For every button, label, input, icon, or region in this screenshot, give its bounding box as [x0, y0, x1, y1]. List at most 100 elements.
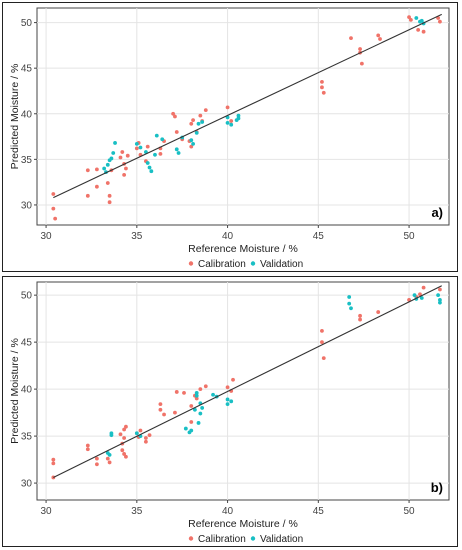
calibration-point [118, 155, 123, 160]
y-tick-label: 50 [21, 18, 33, 29]
calibration-point [94, 184, 99, 189]
panel-label: b) [431, 480, 443, 495]
chart-panel-b: 30 35 40 45 50 30 35 40 45 50 Reference Moisture /… [2, 276, 458, 547]
y-tick-label: 50 [21, 291, 33, 302]
validation-point [419, 18, 424, 23]
calibration-point [378, 37, 382, 41]
validation-point [438, 300, 442, 305]
validation-point [147, 165, 152, 170]
calibration-point [120, 448, 125, 453]
calibration-point [174, 390, 179, 394]
calibration-point [85, 447, 90, 452]
x-tick-label: 40 [222, 231, 234, 242]
validation-point [225, 397, 230, 402]
calibration-point [376, 33, 381, 38]
calibration-point [320, 79, 324, 84]
validation-point [196, 421, 201, 425]
calibration-point [320, 85, 324, 90]
validation-point [189, 428, 194, 433]
calibration-point [94, 462, 99, 467]
validation-point [349, 306, 353, 311]
calibration-point [231, 377, 235, 382]
calibration-point [107, 193, 112, 198]
calibration-point [321, 90, 326, 95]
calibration-point [85, 443, 90, 448]
calibration-point [162, 412, 166, 417]
validation-point [134, 431, 139, 436]
calibration-point [358, 313, 362, 318]
validation-point [109, 156, 114, 161]
y-tick-label: 35 [21, 155, 33, 166]
validation-point [229, 399, 234, 404]
validation-point [347, 295, 352, 299]
legend-validation-label: Validation [260, 534, 303, 545]
calibration-point [51, 206, 56, 211]
validation-point [196, 121, 201, 126]
calibration-point [408, 17, 413, 22]
x-tick-label: 35 [131, 506, 143, 517]
calibration-point [125, 153, 130, 158]
calibration-point [189, 420, 194, 424]
calibration-point [418, 292, 422, 297]
calibration-point [173, 410, 177, 415]
plot-area [36, 7, 450, 226]
calibration-point [189, 404, 194, 408]
regression-line [53, 13, 442, 199]
validation-point [174, 147, 179, 152]
calibration-point [105, 181, 110, 185]
validation-point [149, 169, 154, 174]
calibration-point [51, 461, 56, 466]
calibration-point [320, 340, 324, 345]
calibration-point [421, 285, 426, 290]
panel-label: a) [431, 205, 443, 220]
calibration-point [51, 457, 56, 462]
validation-point [176, 151, 181, 155]
x-tick-label: 45 [313, 231, 325, 242]
legend-validation-marker [250, 261, 256, 266]
validation-point [109, 431, 114, 436]
calibration-point [358, 317, 362, 322]
chart-panel-a: 30 35 40 45 50 30 35 40 45 50 Reference Moisture /… [2, 2, 458, 272]
x-tick-label: 35 [131, 231, 143, 242]
calibration-point [203, 384, 208, 389]
calibration-point [358, 47, 362, 51]
legend-validation-label: Validation [260, 259, 303, 270]
x-tick-label: 40 [222, 506, 234, 517]
y-tick-label: 40 [21, 109, 33, 120]
calibration-point [118, 432, 123, 437]
calibration-point [145, 144, 150, 149]
x-axis-label: Reference Moisture / % [188, 518, 298, 530]
validation-point [412, 293, 417, 298]
legend-calibration-marker [188, 261, 194, 266]
calibration-point [143, 439, 148, 444]
validation-point [191, 141, 195, 146]
calibration-point [53, 216, 58, 221]
validation-point [200, 406, 205, 410]
calibration-point [229, 119, 234, 123]
calibration-point [407, 15, 411, 20]
validation-point [347, 301, 352, 306]
validation-point [436, 293, 441, 298]
calibration-point [124, 454, 128, 459]
x-tick-label: 30 [41, 231, 53, 242]
validation-point [153, 152, 157, 157]
validation-point [189, 138, 194, 143]
scatter-plot-a: 30 35 40 45 50 30 35 40 45 50 Reference Moisture /… [9, 7, 450, 270]
validation-point [102, 166, 107, 171]
validation-point [419, 296, 424, 300]
validation-point [414, 16, 419, 20]
plot-area [36, 281, 450, 501]
calibration-point [122, 172, 127, 177]
validation-point [229, 122, 234, 127]
calibration-point [321, 356, 326, 361]
calibration-point [421, 29, 426, 34]
calibration-point [174, 130, 179, 134]
calibration-point [85, 193, 90, 198]
calibration-point [158, 407, 163, 412]
calibration-point [134, 146, 139, 151]
validation-point [194, 131, 199, 135]
calibration-point [158, 151, 163, 156]
series-calibration [51, 15, 442, 221]
x-tick-label: 50 [404, 231, 416, 242]
y-axis-label: Predicted Moisture / % [9, 338, 21, 444]
